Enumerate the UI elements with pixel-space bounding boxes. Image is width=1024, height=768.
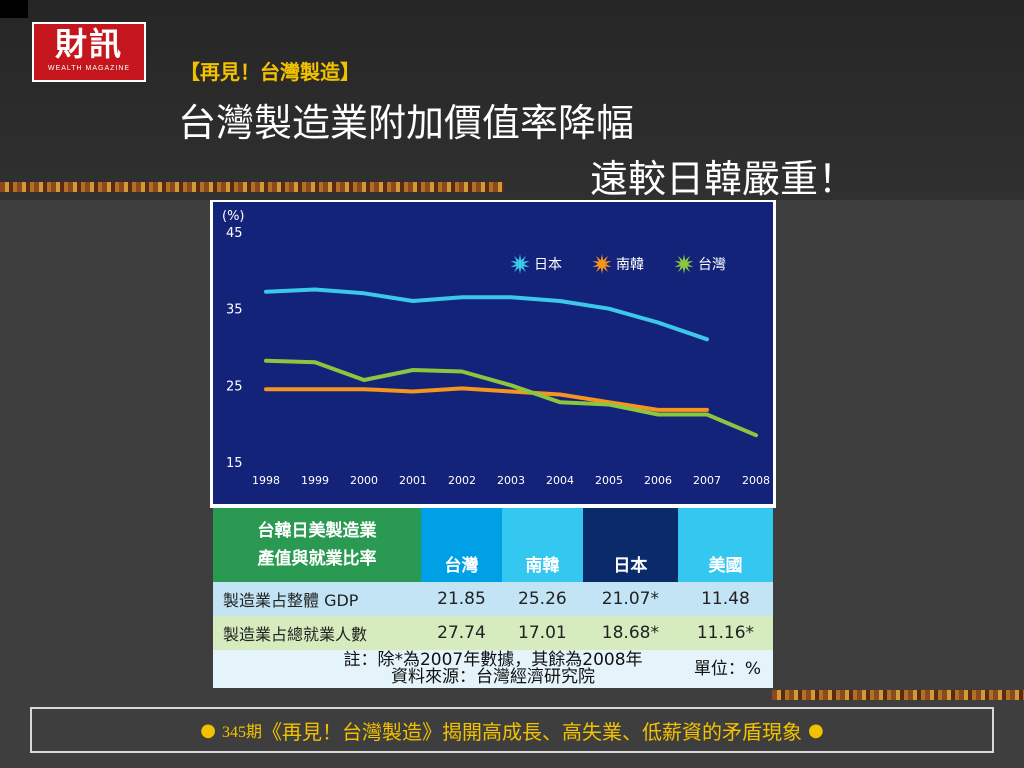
table-cell: 17.01 [501,616,583,650]
slide-title-line1: 台灣製造業附加價值率降幅 [178,101,635,145]
x-tick-label: 2005 [595,474,623,487]
x-tick-label: 1999 [301,474,329,487]
legend-label: 台灣 [698,257,726,273]
x-tick-label: 2004 [546,474,574,487]
y-tick-label: 45 [226,226,243,241]
table-unit: 單位：% [693,659,761,679]
col-header-taiwan: 台灣 [421,508,502,582]
y-tick-label: 25 [226,379,243,394]
table-row: 製造業占整體 GDP 21.85 25.26 21.07* 11.48 [213,582,773,616]
y-tick-label: 35 [226,303,243,318]
table-title: 台韓日美製造業 產值與就業比率 [213,508,421,582]
series-line-南韓 [264,386,709,412]
plot-area [213,202,773,504]
bullet-icon: ● [200,719,216,741]
col-header-korea: 南韓 [501,508,583,582]
x-tick-label: 2008 [742,474,770,487]
x-tick-label: 2000 [350,474,378,487]
x-tick-label: 2007 [693,474,721,487]
table-footer: 註：除*為2007年數據，其餘為2008年 資料來源：台灣經濟研究院 單位：% [213,650,773,688]
x-tick-label: 2003 [497,474,525,487]
table-cell: 11.48 [677,582,773,616]
legend-label: 南韓 [616,257,644,273]
chart-figure: (%) 15 25 35 45 1998 1999 2000 2001 2002 2003 2004 2… [210,200,776,700]
table-row: 製造業占總就業人數 27.74 17.01 18.68* 11.16* [213,616,773,650]
table-cell: 21.85 [421,582,502,616]
table-title-line2: 產值與就業比率 [257,549,377,569]
bullet-icon: ● [808,719,824,741]
y-axis-unit: (%) [222,209,245,224]
header-background [0,0,1024,200]
legend-star-icon [592,254,612,274]
row-label: 製造業占總就業人數 [213,616,421,650]
x-tick-label: 2006 [644,474,672,487]
decorative-band-bottom [772,690,1024,700]
caption-issue: 345期 [221,724,262,741]
series-line-日本 [264,287,709,342]
line-chart: (%) 15 25 35 45 1998 1999 2000 2001 2002 2003 2004 2… [210,200,776,508]
caption-box: ● 345期 《再見！台灣製造》揭開高成長、高失業、低薪資的矛盾現象 ● [30,707,994,753]
table-cell: 11.16* [677,616,773,650]
x-tick-label: 2002 [448,474,476,487]
legend-label: 日本 [534,257,562,273]
wealth-magazine-logo: 財訊 WEALTH MAGAZINE [32,22,146,82]
legend-star-icon [510,254,530,274]
table-source: 資料來源：台灣經濟研究院 [391,667,595,687]
caption-text: 《再見！台灣製造》揭開高成長、高失業、低薪資的矛盾現象 [262,719,802,744]
table-title-line1: 台韓日美製造業 [257,521,377,541]
col-header-japan: 日本 [582,508,678,582]
y-tick-label: 15 [226,456,243,471]
ratio-table-panel: 台韓日美製造業 產值與就業比率 台灣 南韓 日本 美國 製造業占整體 GDP 2… [210,508,776,688]
decorative-band [0,182,504,192]
ratio-table: 台韓日美製造業 產值與就業比率 台灣 南韓 日本 美國 製造業占整體 GDP 2… [213,508,773,688]
logo-subtext: WEALTH MAGAZINE [47,65,131,72]
logo-text: 財訊 [54,25,123,63]
table-cell: 18.68* [582,616,678,650]
table-note: 註：除*為2007年數據，其餘為2008年 [343,650,643,670]
legend-star-icon [674,254,694,274]
x-tick-label: 2001 [399,474,427,487]
table-cell: 21.07* [582,582,678,616]
row-label: 製造業占整體 GDP [213,582,421,616]
slide-title-line2: 遠較日韓嚴重！ [590,157,857,201]
corner-mark [0,0,28,18]
col-header-usa: 美國 [677,508,773,582]
table-cell: 25.26 [501,582,583,616]
table-cell: 27.74 [421,616,502,650]
x-tick-label: 1998 [252,474,280,487]
eyebrow-title: 【再見！台灣製造】 [180,60,360,84]
series-line-台灣 [264,358,758,438]
